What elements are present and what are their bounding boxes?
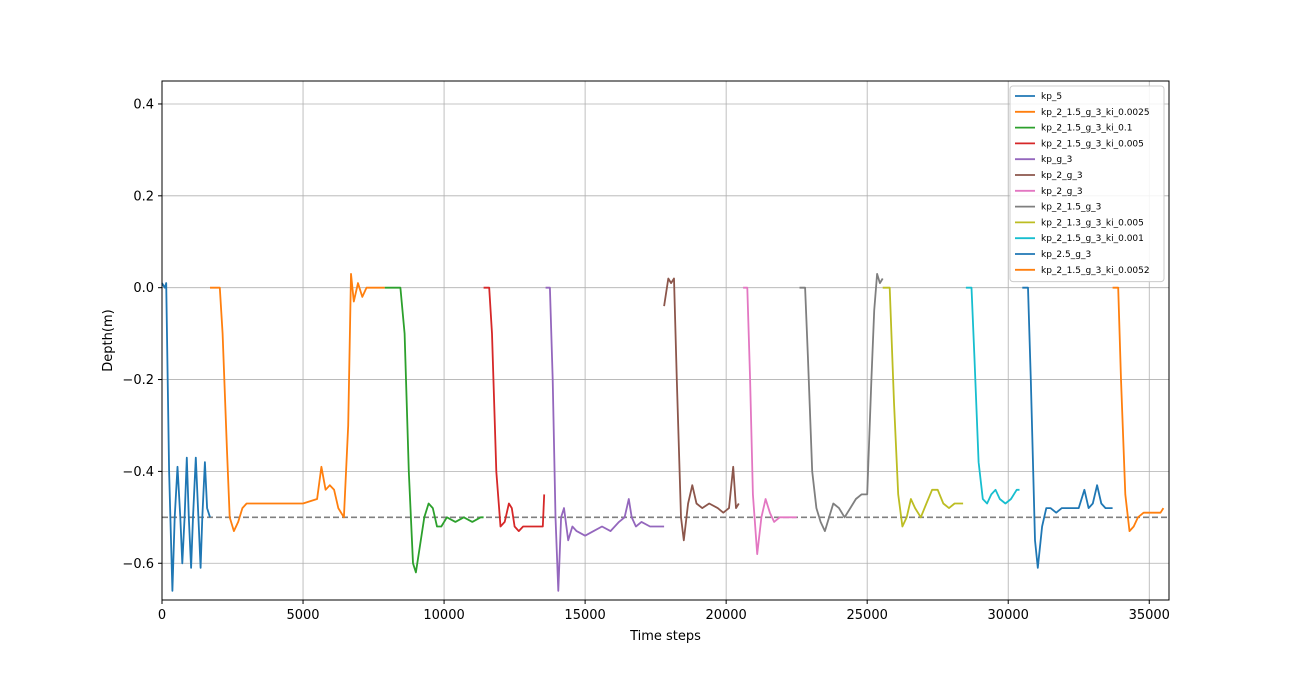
x-tick-label: 15000 — [564, 608, 605, 623]
legend-entry: kp_2_g_3 — [1041, 187, 1083, 197]
plot-frame — [161, 80, 1170, 601]
y-axis-label: Depth(m) — [101, 309, 116, 371]
legend-entry: kp_2.5_g_3 — [1041, 250, 1091, 260]
ticks-group: 0 5000 10000 15000 20000 25000 30000 35000 0.4 0.… — [122, 97, 1170, 623]
series-line-5 — [545, 286, 665, 592]
legend-entry: kp_2_1.5_g_3_ki_0.1 — [1041, 124, 1132, 134]
series-line-9 — [882, 286, 964, 528]
series-group — [161, 273, 1165, 592]
legend-entry: kp_2_g_3 — [1041, 171, 1083, 181]
legend-entry: kp_2_1.5_g_3_ki_0.0025 — [1041, 108, 1150, 118]
y-tick-label: −0.6 — [122, 557, 154, 572]
legend-entry: kp_2_1.5_g_3_ki_0.001 — [1041, 234, 1144, 244]
legend-entry: kp_2_1.3_g_3_ki_0.005 — [1041, 218, 1144, 228]
x-tick-label: 10000 — [423, 608, 464, 623]
x-axis-label: Time steps — [629, 629, 701, 644]
legend-entry: kp_2_1.5_g_3 — [1041, 203, 1101, 213]
series-line-7 — [743, 286, 797, 555]
series-line-4 — [483, 286, 546, 532]
series-line-1 — [161, 282, 211, 592]
series-line-8 — [799, 273, 884, 532]
x-tick-label: 35000 — [1129, 608, 1170, 623]
legend-entry: kp_5 — [1041, 92, 1062, 102]
x-tick-label: 0 — [158, 608, 166, 623]
y-tick-label: 0.2 — [133, 189, 154, 204]
series-line-10 — [965, 286, 1020, 505]
series-line-11 — [1022, 286, 1113, 569]
x-tick-label: 30000 — [988, 608, 1029, 623]
legend: kp_5 kp_2_1.5_g_3_ki_0.0025 kp_2_1.5_g_3_k… — [1009, 85, 1165, 283]
series-line-3 — [384, 286, 484, 574]
y-tick-label: −0.4 — [122, 465, 154, 480]
series-line-2 — [210, 273, 385, 532]
legend-box — [1009, 85, 1165, 283]
x-tick-label: 20000 — [705, 608, 746, 623]
series-line-6 — [663, 277, 740, 542]
y-tick-label: −0.2 — [122, 373, 154, 388]
legend-entry: kp_2_1.5_g_3_ki_0.005 — [1041, 139, 1144, 149]
series-line-12 — [1112, 286, 1165, 532]
legend-entry: kp_2_1.5_g_3_ki_0.0052 — [1041, 266, 1150, 276]
y-tick-label: 0.4 — [133, 97, 154, 112]
legend-entry: kp_g_3 — [1041, 155, 1072, 165]
x-tick-label: 5000 — [286, 608, 319, 623]
x-tick-label: 25000 — [847, 608, 888, 623]
y-tick-label: 0.0 — [133, 281, 154, 296]
